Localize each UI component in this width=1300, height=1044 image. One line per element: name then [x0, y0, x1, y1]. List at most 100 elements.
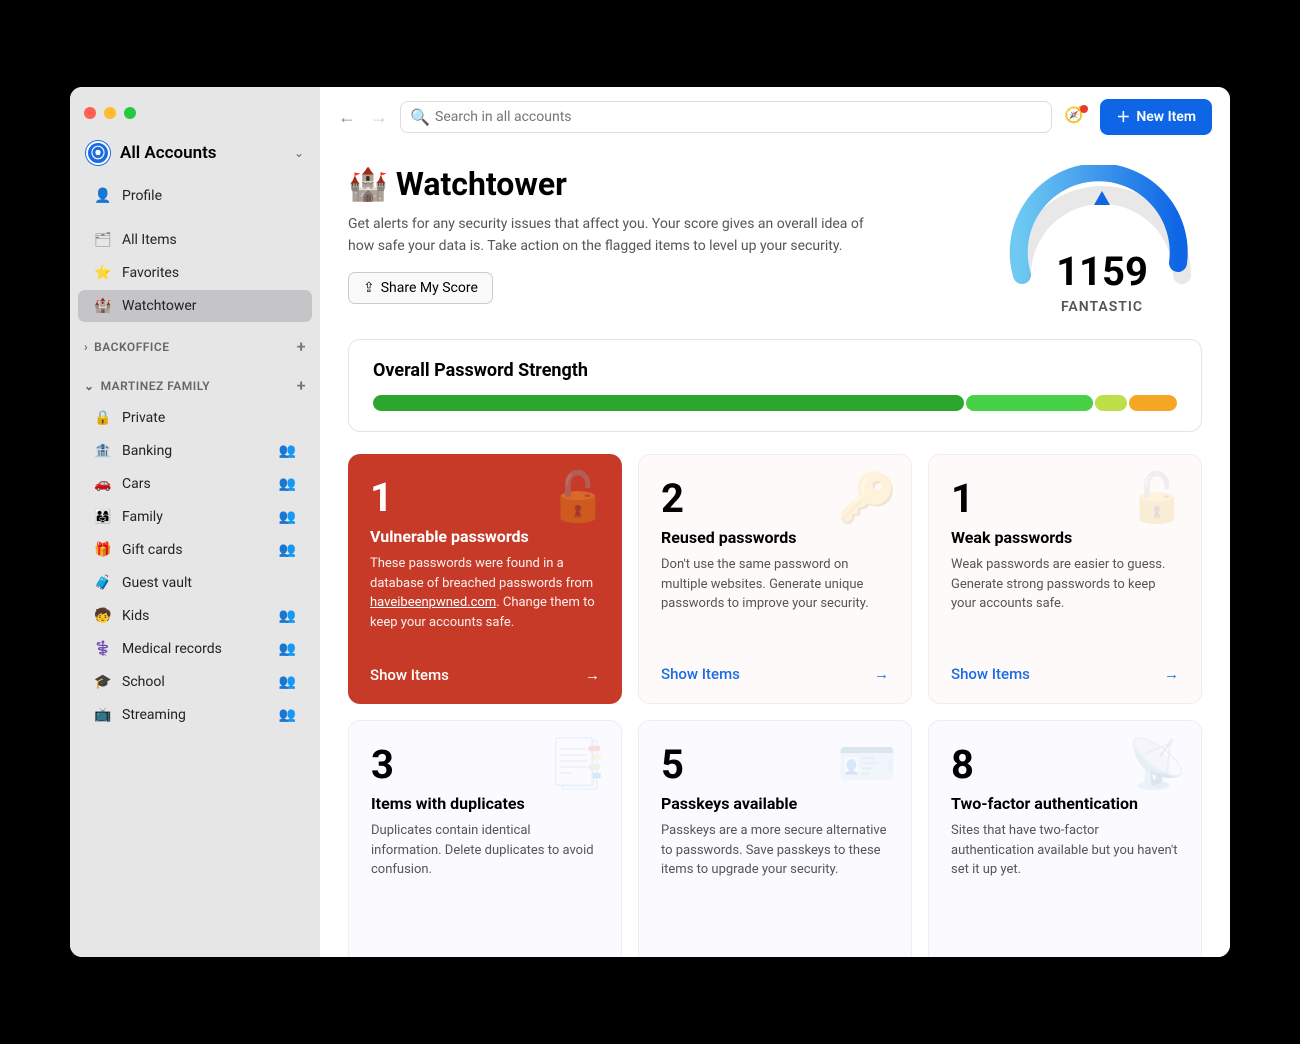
sidebar-item-profile[interactable]: 👤 Profile — [78, 180, 312, 212]
account-icon: ⦿ — [86, 141, 110, 165]
strength-title: Overall Password Strength — [373, 360, 1177, 381]
shared-icon: 👥 — [279, 707, 296, 723]
hibp-link[interactable]: haveibeenpwned.com — [370, 595, 496, 610]
nav-arrows: ← → — [338, 107, 388, 128]
sidebar-item-label: All Items — [122, 232, 177, 248]
sidebar-item-school[interactable]: 🎓School👥 — [78, 666, 312, 698]
sidebar-item-label: Guest vault — [122, 575, 192, 591]
sidebar-item-gift-cards[interactable]: 🎁Gift cards👥 — [78, 534, 312, 566]
card-description: These passwords were found in a database… — [370, 554, 600, 652]
sidebar-item-watchtower[interactable]: 🏰Watchtower — [78, 290, 312, 322]
sidebar-item-all-items[interactable]: 🗂 All Items — [78, 224, 312, 256]
strength-card: Overall Password Strength — [348, 339, 1202, 432]
alert-card-passkeys-available: 🪪 5 Passkeys available Passkeys are a mo… — [638, 720, 912, 957]
card-description: Don't use the same password on multiple … — [661, 555, 889, 651]
vault-icon: ⚕️ — [94, 640, 112, 658]
card-title: Reused passwords — [661, 528, 889, 547]
section-header-martinez-family[interactable]: ⌄MARTINEZ FAMILY+ — [70, 362, 320, 401]
strength-segment — [966, 395, 1094, 411]
card-title: Two-factor authentication — [951, 794, 1179, 813]
minimize-dot[interactable] — [104, 107, 116, 119]
sidebar-item-label: School — [122, 674, 165, 690]
show-items-link[interactable]: Show Items → — [661, 665, 889, 683]
chevron-down-icon: ⌄ — [294, 146, 304, 160]
hero-text: 🏰 Watchtower Get alerts for any security… — [348, 165, 972, 315]
favorites-icon: ⭐ — [94, 264, 112, 282]
gauge-label: FANTASTIC — [1061, 299, 1143, 315]
show-items-link[interactable]: Show Items→ — [370, 666, 600, 684]
content-scroll: 🏰 Watchtower Get alerts for any security… — [320, 147, 1230, 957]
all items-icon: 🗂 — [94, 231, 112, 249]
sidebar-item-streaming[interactable]: 📺Streaming👥 — [78, 699, 312, 731]
strength-segment — [1095, 395, 1127, 411]
sidebar-item-label: Streaming — [122, 707, 186, 723]
chevron-icon: › — [84, 340, 88, 354]
card-description: Sites that have two-factor authenticatio… — [951, 821, 1179, 949]
arrow-right-icon: → — [874, 665, 889, 683]
vault-icon: 🏦 — [94, 442, 112, 460]
sidebar-item-label: Cars — [122, 476, 151, 492]
search-input[interactable] — [400, 101, 1052, 133]
page-title: 🏰 Watchtower — [348, 165, 972, 203]
sidebar-item-family[interactable]: 👨‍👩‍👧Family👥 — [78, 501, 312, 533]
gauge-score: 1159 — [1056, 248, 1148, 295]
sidebar-item-private[interactable]: 🔒Private — [78, 402, 312, 434]
card-title: Passkeys available — [661, 794, 889, 813]
strength-segment — [373, 395, 964, 411]
card-description: Passkeys are a more secure alternative t… — [661, 821, 889, 949]
vault-icon: 🧒 — [94, 607, 112, 625]
profile-icon: 👤 — [94, 187, 112, 205]
sidebar-item-label: Kids — [122, 608, 149, 624]
alert-card-weak-passwords: 🔓 1 Weak passwords Weak passwords are ea… — [928, 454, 1202, 704]
window-controls — [70, 97, 320, 127]
section-header-backoffice[interactable]: › BACKOFFICE+ — [70, 323, 320, 362]
sidebar-item-kids[interactable]: 🧒Kids👥 — [78, 600, 312, 632]
notifications-icon[interactable]: 🧭 — [1064, 105, 1088, 129]
card-bg-icon: 🔑 — [837, 469, 897, 526]
section-title: BACKOFFICE — [94, 340, 297, 354]
vault-icon: 🧳 — [94, 574, 112, 592]
share-label: Share My Score — [381, 280, 478, 296]
share-score-button[interactable]: ⇪ Share My Score — [348, 272, 493, 304]
alert-card-two-factor-authentication: 📡 8 Two-factor authentication Sites that… — [928, 720, 1202, 957]
vault-icon: 👨‍👩‍👧 — [94, 508, 112, 526]
alert-cards-grid: 🔓 1 Vulnerable passwords These passwords… — [348, 454, 1202, 957]
action-label: Show Items — [661, 665, 740, 683]
app-window: ⦿ All Accounts ⌄ 👤 Profile 🗂 All Items ⭐ Fa… — [70, 87, 1230, 957]
share-icon: ⇪ — [363, 280, 375, 296]
sidebar-item-guest-vault[interactable]: 🧳 Guest vault — [78, 567, 312, 599]
watchtower-icon: 🏰 — [348, 165, 388, 203]
sidebar-item-label: Favorites — [122, 265, 179, 281]
sidebar-item-cars[interactable]: 🚗Cars👥 — [78, 468, 312, 500]
card-description: Weak passwords are easier to guess. Gene… — [951, 555, 1179, 651]
sidebar-sections: ›BACKOFFICE+⌄MARTINEZ FAMILY+🔒Private🏦Ba… — [70, 323, 320, 732]
sidebar-item-favorites[interactable]: ⭐ Favorites — [78, 257, 312, 289]
plus-icon: ＋ — [1116, 107, 1130, 127]
section-add-button[interactable]: + — [297, 376, 306, 395]
card-bg-icon: 🪪 — [837, 735, 897, 792]
nav-back[interactable]: ← — [338, 107, 356, 128]
strength-segment — [1129, 395, 1177, 411]
alert-card-items-with-duplicates: 📑 3 Items with duplicates Duplicates con… — [348, 720, 622, 957]
hero: 🏰 Watchtower Get alerts for any security… — [348, 165, 1202, 315]
nav-forward[interactable]: → — [370, 107, 388, 128]
close-dot[interactable] — [84, 107, 96, 119]
new-item-button[interactable]: ＋ New Item — [1100, 99, 1212, 135]
app-body: ⦿ All Accounts ⌄ 👤 Profile 🗂 All Items ⭐ Fa… — [70, 87, 1230, 957]
sidebar-item-label: Private — [122, 410, 165, 426]
card-description: Duplicates contain identical information… — [371, 821, 599, 949]
alert-card-reused-passwords: 🔑 2 Reused passwords Don't use the same … — [638, 454, 912, 704]
card-title: Vulnerable passwords — [370, 527, 600, 546]
section-add-button[interactable]: + — [297, 337, 306, 356]
search-wrap: 🔍 — [400, 101, 1052, 133]
show-items-link[interactable]: Show Items→ — [951, 665, 1179, 683]
sidebar-item-medical-records[interactable]: ⚕️Medical records👥 — [78, 633, 312, 665]
card-title: Weak passwords — [951, 528, 1179, 547]
maximize-dot[interactable] — [124, 107, 136, 119]
card-title: Items with duplicates — [371, 794, 599, 813]
main-nav: 🗂 All Items ⭐ Favorites 🏰Watchtower — [70, 223, 320, 323]
sidebar-item-banking[interactable]: 🏦Banking👥 — [78, 435, 312, 467]
page-title-text: Watchtower — [396, 165, 567, 203]
sidebar-item-label: Profile — [122, 188, 162, 204]
account-selector[interactable]: ⦿ All Accounts ⌄ — [70, 127, 320, 179]
